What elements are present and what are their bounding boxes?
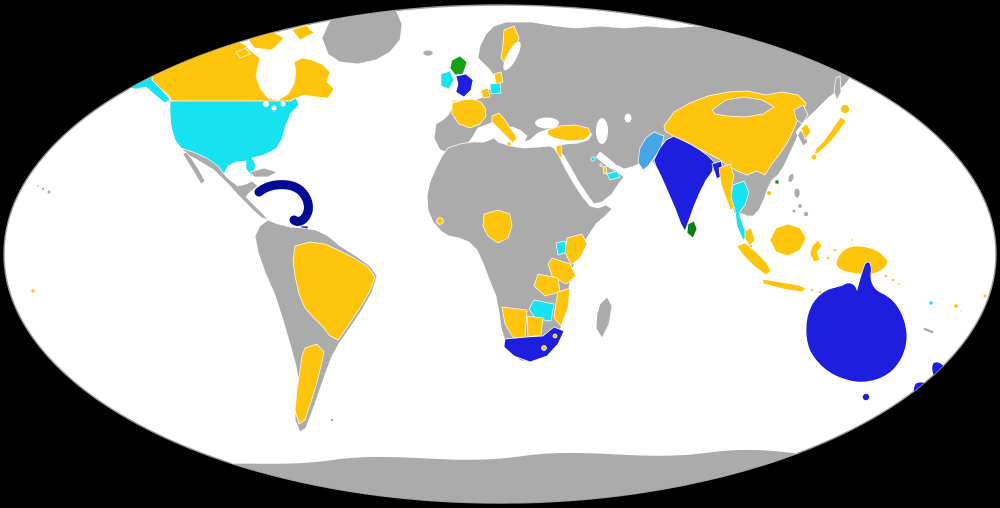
- region-new-guinea: [835, 245, 889, 275]
- region-solomon-islands: [897, 282, 901, 286]
- region-tasmania: [862, 393, 870, 401]
- region-solomon-group: [884, 274, 901, 286]
- region-solomon-islands: [884, 274, 888, 278]
- region-zambia: [533, 273, 561, 297]
- region-canada-arctic-islands: [291, 24, 315, 41]
- region-swaziland: [552, 333, 558, 339]
- region-sumatra: [736, 242, 772, 276]
- region-samoa: [982, 293, 988, 299]
- region-pakistan: [637, 131, 665, 171]
- region-falklands: [330, 418, 334, 422]
- region-scotland: [449, 55, 468, 76]
- region-philippines: [797, 203, 803, 209]
- region-hong-kong: [774, 179, 780, 185]
- region-sierra-leone: [436, 217, 444, 225]
- region-madagascar: [595, 296, 613, 339]
- region-solomon-islands: [891, 278, 895, 282]
- region-hawaii-group: [36, 184, 52, 195]
- region-sri-lanka: [686, 220, 698, 239]
- region-sakhalin: [833, 75, 842, 101]
- region-vanuatu: [928, 300, 934, 306]
- region-polynesia-west-dot: [30, 288, 36, 294]
- region-lesotho: [541, 345, 547, 351]
- region-usa: [169, 97, 300, 178]
- region-sulawesi: [809, 239, 823, 263]
- region-mexico: [180, 147, 270, 221]
- region-philippines: [793, 187, 801, 199]
- region-cuba: [249, 167, 278, 178]
- region-ireland: [440, 70, 455, 90]
- region-germany: [489, 82, 502, 95]
- hudson-bay: [265, 64, 289, 94]
- region-china: [663, 90, 807, 176]
- region-maluku: [850, 238, 854, 242]
- region-france: [451, 98, 487, 129]
- caspian-sea: [596, 118, 608, 144]
- region-maluku: [833, 248, 837, 252]
- region-nigeria-cameroon: [482, 209, 513, 244]
- region-north-korea: [793, 104, 809, 125]
- region-uae: [606, 170, 621, 181]
- region-fiji-small: [959, 309, 963, 313]
- black-sea: [535, 117, 559, 129]
- region-hawaii: [36, 184, 40, 188]
- region-japan-kyushu: [810, 153, 818, 161]
- region-borneo: [769, 223, 807, 257]
- region-hawaii: [41, 187, 45, 191]
- region-mongolia: [711, 96, 775, 118]
- region-argentina: [294, 343, 325, 425]
- region-zimbabwe: [528, 299, 555, 322]
- region-new-caledonia: [922, 326, 935, 335]
- region-denmark: [493, 71, 504, 85]
- region-malaysia: [744, 227, 756, 247]
- region-kuwait: [590, 156, 596, 162]
- aral-sea: [624, 113, 632, 123]
- region-channel-islands: [452, 100, 456, 104]
- region-hawaii: [46, 189, 52, 195]
- region-australia: [805, 261, 908, 383]
- region-mozambique: [553, 287, 571, 327]
- region-japan-honshu: [813, 116, 847, 156]
- region-philippines: [803, 211, 809, 217]
- region-brazil: [292, 241, 376, 341]
- region-qatar: [602, 165, 608, 175]
- region-bahrain: [599, 163, 603, 167]
- region-philippines: [791, 208, 797, 214]
- region-canada-arctic-islands: [235, 47, 251, 59]
- region-netherlands: [480, 87, 491, 99]
- region-italy: [491, 112, 518, 144]
- region-taiwan: [787, 173, 795, 183]
- region-turkey: [546, 124, 592, 142]
- region-maluku: [826, 256, 830, 260]
- region-lesser-sunda: [810, 288, 814, 292]
- region-baja: [182, 151, 206, 185]
- region-japan-hokkaido: [840, 104, 850, 114]
- baltic-sea: [503, 41, 521, 71]
- region-fiji: [953, 303, 959, 309]
- great-lakes: [263, 101, 286, 111]
- region-south-africa: [503, 326, 565, 363]
- region-botswana: [526, 315, 544, 338]
- region-philippines-group: [791, 187, 809, 217]
- region-hainan: [766, 190, 772, 196]
- region-west-indies: [254, 180, 313, 226]
- region-south-korea: [800, 123, 812, 140]
- region-kenya: [564, 233, 588, 266]
- region-maluku-group: [826, 238, 854, 260]
- region-lesser-sunda: [818, 290, 822, 294]
- region-java: [761, 278, 807, 293]
- region-iceland: [422, 49, 434, 57]
- landmasses: [30, 5, 988, 503]
- region-england-wales: [455, 73, 474, 98]
